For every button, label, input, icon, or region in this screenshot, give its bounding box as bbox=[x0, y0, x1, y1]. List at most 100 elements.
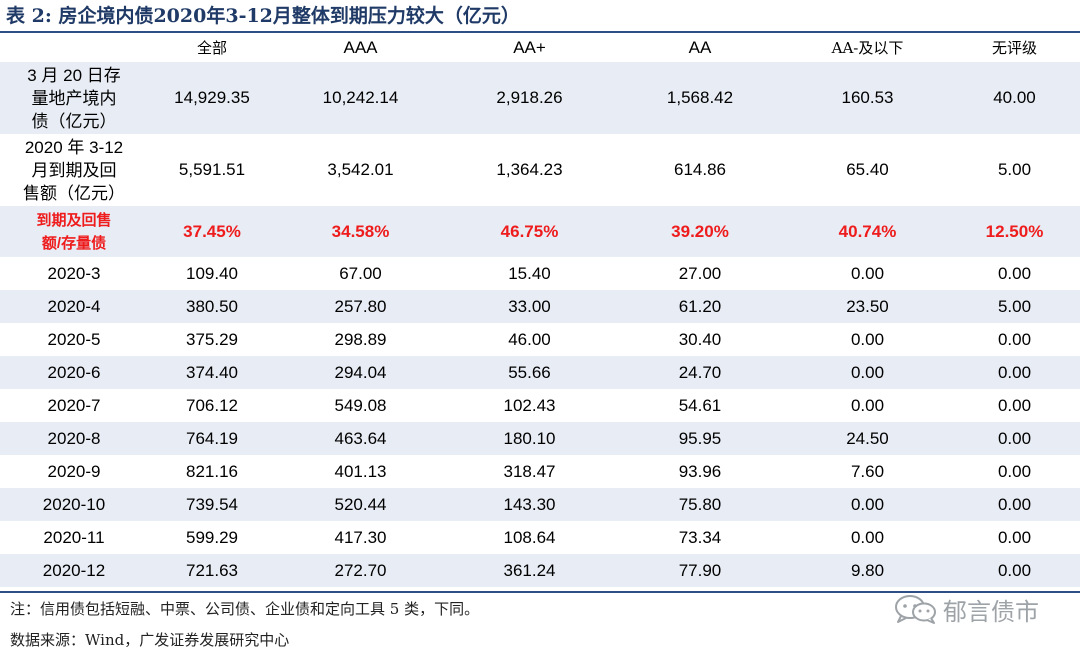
table-cell: 294.04 bbox=[334, 362, 387, 382]
table-row: 2020-5 375.29 298.89 46.00 30.40 0.00 0.… bbox=[0, 323, 1080, 356]
table-cell: 298.89 bbox=[334, 329, 387, 349]
table-cell: 54.61 bbox=[678, 395, 722, 415]
table-cell: 24.70 bbox=[678, 362, 722, 382]
table-cell: 46.75% bbox=[500, 221, 559, 241]
row-label: 2020-9 bbox=[47, 461, 101, 481]
table-cell: 318.47 bbox=[503, 461, 556, 481]
row-label-line: 量地产境内 bbox=[31, 88, 117, 108]
table-cell: 721.63 bbox=[186, 560, 238, 580]
table-cell: 23.50 bbox=[846, 296, 889, 316]
column-header: AA bbox=[688, 37, 712, 57]
watermark: 郁言债市 bbox=[893, 592, 1073, 626]
table-cell: 180.10 bbox=[503, 428, 556, 448]
table-cell: 39.20% bbox=[671, 221, 729, 241]
table-cell: 0.00 bbox=[850, 494, 885, 514]
row-label-line: 到期及回售 bbox=[36, 211, 112, 229]
row-label-line: 债（亿元） bbox=[31, 111, 117, 131]
table-cell: 46.00 bbox=[508, 329, 551, 349]
row-label: 2020-5 bbox=[47, 329, 101, 349]
table-cell: 821.16 bbox=[186, 461, 238, 481]
row-label: 到期及回售 额/存量债 bbox=[0, 206, 148, 257]
table-cell: 2,918.26 bbox=[496, 88, 563, 107]
row-label-line: 额/存量债 bbox=[41, 234, 107, 252]
table-cell: 40.00 bbox=[993, 88, 1036, 107]
table-cell: 764.19 bbox=[186, 428, 238, 448]
table-cell: 55.66 bbox=[508, 362, 551, 382]
table-cell: 706.12 bbox=[186, 395, 238, 415]
table-cell: 75.80 bbox=[678, 494, 722, 514]
table-row: 2020-12 721.63 272.70 361.24 77.90 9.80 … bbox=[0, 554, 1080, 587]
table-title: 表 2: 房企境内债2020年3-12月整体到期压力较大（亿元） bbox=[6, 5, 520, 27]
column-header: 无评级 bbox=[991, 39, 1037, 57]
title-divider bbox=[0, 31, 1080, 33]
table-cell: 61.20 bbox=[678, 296, 722, 316]
table-cell: 40.74% bbox=[838, 221, 897, 241]
table-cell: 34.58% bbox=[331, 221, 390, 241]
row-label: 2020 年 3-12 月到期及回 售额（亿元） bbox=[0, 134, 148, 206]
table-row: 2020-11 599.29 417.30 108.64 73.34 0.00 … bbox=[0, 521, 1080, 554]
row-label: 3 月 20 日存 量地产境内 债（亿元） bbox=[0, 62, 148, 134]
table-cell: 15.40 bbox=[508, 263, 551, 283]
table-cell: 67.00 bbox=[339, 263, 382, 283]
table-cell: 0.00 bbox=[850, 527, 885, 547]
table-row: 2020-10 739.54 520.44 143.30 75.80 0.00 … bbox=[0, 488, 1080, 521]
table-bottom-divider bbox=[0, 591, 1080, 593]
table-cell: 143.30 bbox=[503, 494, 556, 514]
table-cell: 549.08 bbox=[334, 395, 387, 415]
data-source: 数据来源：Wind，广发证券发展研究中心 bbox=[10, 631, 290, 649]
table-row: 2020-8 764.19 463.64 180.10 95.95 24.50 … bbox=[0, 422, 1080, 455]
table-cell: 520.44 bbox=[334, 494, 387, 514]
table-row: 2020-7 706.12 549.08 102.43 54.61 0.00 0… bbox=[0, 389, 1080, 422]
table-cell: 0.00 bbox=[997, 560, 1032, 580]
table-cell: 0.00 bbox=[997, 263, 1032, 283]
table-cell: 102.43 bbox=[503, 395, 556, 415]
table-cell: 27.00 bbox=[678, 263, 722, 283]
table-cell: 5.00 bbox=[997, 160, 1032, 179]
table-cell: 12.50% bbox=[985, 221, 1044, 241]
table-cell: 599.29 bbox=[186, 527, 238, 547]
column-header: AA+ bbox=[513, 37, 546, 57]
table-cell: 24.50 bbox=[846, 428, 889, 448]
table-row: 2020-9 821.16 401.13 318.47 93.96 7.60 0… bbox=[0, 455, 1080, 488]
table-cell: 1,364.23 bbox=[496, 160, 563, 179]
row-label: 2020-3 bbox=[47, 263, 101, 283]
table-cell: 0.00 bbox=[997, 527, 1032, 547]
table-row: 2020-6 374.40 294.04 55.66 24.70 0.00 0.… bbox=[0, 356, 1080, 389]
table-row: 2020-4 380.50 257.80 33.00 61.20 23.50 5… bbox=[0, 290, 1080, 323]
table-cell: 5.00 bbox=[997, 296, 1032, 316]
table-cell: 417.30 bbox=[334, 527, 387, 547]
column-header: AAA bbox=[343, 37, 378, 57]
table-cell: 257.80 bbox=[334, 296, 387, 316]
table-cell: 33.00 bbox=[508, 296, 551, 316]
row-label-line: 月到期及回 bbox=[31, 160, 117, 180]
table-cell: 1,568.42 bbox=[666, 88, 734, 107]
table-cell: 93.96 bbox=[678, 461, 722, 481]
table-cell: 0.00 bbox=[997, 395, 1032, 415]
table-cell: 0.00 bbox=[997, 362, 1032, 382]
column-header: AA-及以下 bbox=[831, 39, 904, 57]
header-row: 全部 AAA AA+ AA AA-及以下 无评级 bbox=[0, 33, 1080, 62]
table-cell: 374.40 bbox=[186, 362, 238, 382]
table-cell: 109.40 bbox=[186, 263, 238, 283]
row-label: 2020-7 bbox=[47, 395, 101, 415]
table-cell: 160.53 bbox=[841, 88, 894, 107]
table-cell: 10,242.14 bbox=[322, 88, 399, 107]
row-label-line: 售额（亿元） bbox=[23, 183, 125, 203]
column-header: 全部 bbox=[196, 39, 227, 57]
row-label: 2020-6 bbox=[47, 362, 101, 382]
table-cell: 361.24 bbox=[503, 560, 556, 580]
footnote: 注：信用债包括短融、中票、公司债、企业债和定向工具 5 类，下同。 bbox=[10, 600, 480, 618]
row-label: 2020-8 bbox=[47, 428, 101, 448]
table-cell: 37.45% bbox=[183, 221, 241, 241]
table-cell: 95.95 bbox=[678, 428, 722, 448]
watermark-text: 郁言债市 bbox=[943, 597, 1039, 626]
table-cell: 3,542.01 bbox=[327, 160, 394, 179]
table-row: 3 月 20 日存 量地产境内 债（亿元） 14,929.35 10,242.1… bbox=[0, 62, 1080, 134]
row-label-line: 2020 年 3-12 bbox=[24, 137, 124, 157]
table-cell: 14,929.35 bbox=[174, 88, 250, 107]
table-cell: 108.64 bbox=[503, 527, 556, 547]
table-cell: 0.00 bbox=[997, 461, 1032, 481]
table-cell: 0.00 bbox=[850, 329, 885, 349]
table-cell: 272.70 bbox=[334, 560, 387, 580]
ratio-row: 到期及回售 额/存量债 37.45% 34.58% 46.75% 39.20% … bbox=[0, 206, 1080, 257]
